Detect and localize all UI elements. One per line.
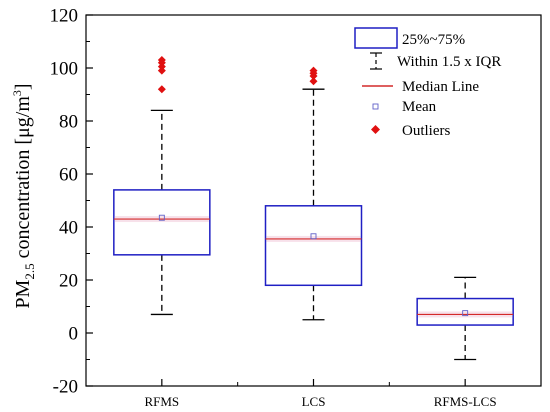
plot-frame <box>85 14 542 387</box>
mean-marker <box>310 233 317 240</box>
legend-whisker-symbol <box>370 52 382 70</box>
x-tick-label: RFMS-LCS <box>434 394 497 409</box>
y-label-part: concentration [ <box>12 138 34 264</box>
plot-layer: -20 0 20 40 60 80 100 120 RFMS LCS RFMS-LCS <box>50 6 542 409</box>
legend-label-whisker: Within 1.5 x IQR <box>397 54 501 70</box>
x-tick-label: LCS <box>302 394 326 409</box>
mean-marker <box>462 310 469 317</box>
legend-box-swatch <box>354 27 398 49</box>
y-tick-label: 0 <box>69 324 79 345</box>
y-label-superscript: 3 <box>10 90 24 96</box>
legend: 25%~75% Within 1.5 x IQR Median Line Mea… <box>354 27 501 139</box>
outlier-point <box>309 77 318 86</box>
legend-label-mean: Mean <box>402 99 437 115</box>
y-label-part: ] <box>12 83 34 90</box>
legend-mean-marker <box>372 103 379 110</box>
y-label-part: PM <box>12 279 34 308</box>
svg-text:PM2.5 concentration [μg/m3]: PM2.5 concentration [μg/m3] <box>10 83 37 308</box>
outlier-point <box>157 56 166 65</box>
y-tick-label: 20 <box>59 271 78 292</box>
x-tick-label: RFMS <box>144 394 179 409</box>
y-tick-label: 60 <box>59 165 78 186</box>
y-tick-label: 120 <box>50 6 79 27</box>
mean-marker <box>158 214 165 221</box>
legend-outlier-marker <box>371 125 380 134</box>
y-label-subscript: 2.5 <box>22 263 37 279</box>
iqr-box <box>264 205 363 287</box>
y-tick-label: 80 <box>59 112 78 133</box>
legend-label-box: 25%~75% <box>402 32 465 48</box>
y-tick-label: -20 <box>53 377 78 398</box>
outlier-point <box>157 85 166 94</box>
y-tick-label: 100 <box>50 59 79 80</box>
iqr-box <box>113 189 211 256</box>
legend-label-outliers: Outliers <box>402 123 450 139</box>
outlier-point <box>309 66 318 75</box>
y-axis-label: PM2.5 concentration [μg/m3] <box>10 83 37 308</box>
y-label-part: μg/m <box>12 96 34 138</box>
y-tick-label: 40 <box>59 218 78 239</box>
legend-label-median: Median Line <box>402 79 479 95</box>
